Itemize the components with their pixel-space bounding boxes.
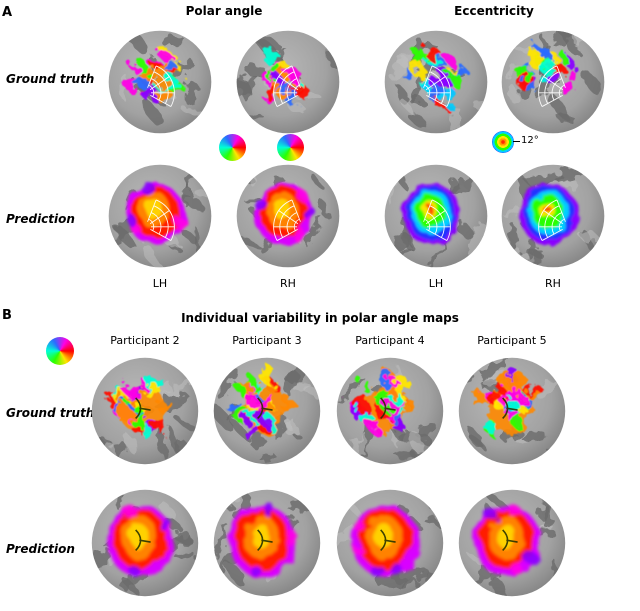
- brain-sphere-ecc-groundtruth-rh: [499, 28, 607, 136]
- polar-angle-colorwheel-rh: [277, 134, 304, 161]
- brain-sphere-ecc-prediction-rh: [499, 162, 607, 270]
- brain-sphere-p4-prediction: [334, 487, 446, 599]
- polar-angle-colorwheel-lh: [219, 134, 246, 161]
- panel-b-title: Individual variability in polar angle ma…: [181, 311, 459, 325]
- brain-sphere-ecc-prediction-lh: [382, 162, 490, 270]
- eccentricity-scale-label: 12°: [521, 135, 539, 146]
- brain-sphere-p3-prediction: [211, 487, 323, 599]
- participant-2-title: Participant 2: [110, 334, 180, 347]
- panel-b-row-label-prediction: Prediction: [6, 542, 75, 556]
- participant-3-title: Participant 3: [232, 334, 302, 347]
- brain-sphere-p5-groundtruth: [456, 355, 568, 467]
- hemisphere-label-rh-ecc: RH: [545, 277, 561, 290]
- brain-sphere-p2-prediction: [89, 487, 201, 599]
- hemisphere-label-lh-ecc: LH: [428, 277, 444, 290]
- brain-sphere-p2-groundtruth: [89, 355, 201, 467]
- brain-sphere-p5-prediction: [456, 487, 568, 599]
- brain-sphere-ecc-groundtruth-lh: [382, 28, 490, 136]
- brain-sphere-polar-groundtruth-lh: [106, 28, 214, 136]
- panel-a-row-label-ground-truth: Ground truth: [6, 72, 95, 86]
- panel-b-polar-colorwheel: [46, 337, 74, 365]
- panel-a-row-label-prediction: Prediction: [6, 212, 75, 226]
- participant-4-title: Participant 4: [355, 334, 425, 347]
- brain-sphere-polar-prediction-rh: [234, 162, 342, 270]
- panel-b-label: B: [2, 308, 12, 323]
- brain-sphere-polar-prediction-lh: [106, 162, 214, 270]
- participant-5-title: Participant 5: [477, 334, 547, 347]
- brain-sphere-p3-groundtruth: [211, 355, 323, 467]
- hemisphere-label-lh-polar: LH: [152, 277, 168, 290]
- panel-b-row-label-ground-truth: Ground truth: [6, 406, 95, 420]
- eccentricity-scale-tick: [513, 141, 520, 142]
- hemisphere-label-rh-polar: RH: [280, 277, 296, 290]
- brain-sphere-polar-groundtruth-rh: [234, 28, 342, 136]
- panel-a-label: A: [2, 5, 13, 20]
- column-title-polar-angle: Polar angle: [185, 4, 263, 18]
- brain-sphere-p4-groundtruth: [334, 355, 446, 467]
- column-title-eccentricity: Eccentricity: [454, 4, 534, 18]
- eccentricity-colorwheel: [492, 131, 514, 153]
